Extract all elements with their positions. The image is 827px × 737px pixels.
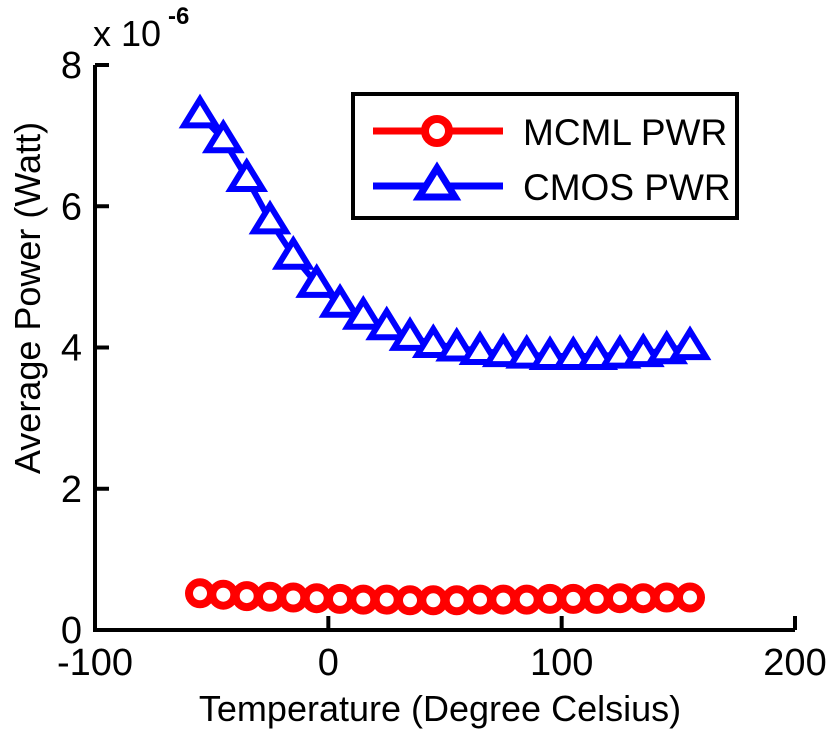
data-point-marker-triangle <box>295 263 339 298</box>
data-point-marker-circle <box>465 584 495 615</box>
legend-circle-marker-icon <box>421 115 453 147</box>
data-point-marker-circle <box>371 584 402 615</box>
data-point-marker-triangle <box>411 323 455 358</box>
data-point-marker-circle <box>278 582 309 613</box>
legend: MCML PWR CMOS PWR <box>351 92 739 220</box>
data-point-marker-circle <box>418 585 449 616</box>
data-point-marker-circle <box>628 583 659 614</box>
data-point-marker-circle <box>441 585 472 616</box>
x-tick-label: 0 <box>318 642 339 684</box>
data-point-marker-circle <box>395 585 425 616</box>
data-point-marker-triangle <box>341 294 385 330</box>
legend-label-mcml: MCML PWR <box>523 112 727 153</box>
data-point-marker-circle <box>558 583 589 614</box>
legend-box <box>351 92 739 220</box>
data-point-marker-circle <box>581 583 612 614</box>
series-layer <box>178 93 712 616</box>
x-tick-label: 100 <box>530 642 593 684</box>
data-point-marker-triangle <box>435 326 479 362</box>
legend-label-cmos: CMOS PWR <box>523 167 731 208</box>
data-point-marker-triangle <box>248 199 292 235</box>
data-point-marker-circle <box>605 583 635 614</box>
data-point-marker-circle <box>208 579 239 610</box>
legend-triangle-marker-icon <box>412 161 462 201</box>
y-tick-label: 8 <box>61 45 82 87</box>
data-point-marker-circle <box>675 582 705 613</box>
data-point-marker-triangle <box>388 316 432 351</box>
data-point-marker-triangle <box>201 118 245 154</box>
data-point-marker-circle <box>535 583 565 614</box>
data-point-marker-circle <box>511 584 542 615</box>
data-point-marker-circle <box>231 581 262 612</box>
x-tick-label: 200 <box>763 642 826 684</box>
data-point-marker-triangle <box>481 332 525 368</box>
data-point-marker-circle <box>185 578 215 609</box>
data-point-marker-triangle <box>178 93 222 129</box>
data-point-marker-circle <box>255 581 285 612</box>
x-tick-label: -100 <box>57 642 133 684</box>
y-tick-label: 2 <box>61 469 82 511</box>
data-point-marker-triangle <box>271 234 315 270</box>
data-point-marker-circle <box>348 584 379 615</box>
data-point-marker-triangle <box>365 305 409 341</box>
data-point-marker-triangle <box>668 325 712 361</box>
data-point-marker-circle <box>651 582 682 613</box>
y-axis-title: Average Power (Watt) <box>7 122 48 474</box>
y-axis-multiplier-exponent: -6 <box>168 3 189 30</box>
data-point-marker-circle <box>488 584 519 615</box>
data-point-marker-circle <box>325 583 355 614</box>
y-tick-label: 6 <box>61 186 82 228</box>
y-axis-multiplier: x 10 <box>93 13 161 54</box>
data-point-marker-triangle <box>458 330 502 365</box>
data-point-marker-triangle <box>318 282 362 318</box>
y-tick-label: 4 <box>61 328 82 370</box>
data-point-marker-circle <box>301 583 332 614</box>
data-point-marker-triangle <box>505 333 549 369</box>
y-tick-label: 0 <box>61 610 82 652</box>
x-axis-title: Temperature (Degree Celsius) <box>199 688 681 729</box>
data-point-marker-triangle <box>225 157 269 192</box>
